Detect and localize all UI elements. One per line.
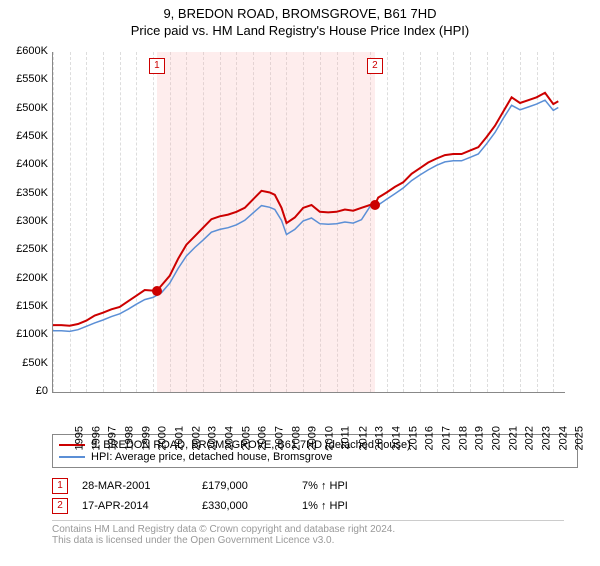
x-axis-label: 2015 xyxy=(407,426,419,450)
y-axis-label: £0 xyxy=(0,385,48,397)
x-axis-label: 2014 xyxy=(390,426,402,450)
sale-dot xyxy=(152,286,162,296)
x-axis-label: 2021 xyxy=(507,426,519,450)
y-axis-label: £250K xyxy=(0,243,48,255)
y-axis-label: £450K xyxy=(0,130,48,142)
y-axis-label: £500K xyxy=(0,102,48,114)
y-axis-label: £350K xyxy=(0,187,48,199)
x-axis-label: 2002 xyxy=(190,426,202,450)
footer-line2: This data is licensed under the Open Gov… xyxy=(52,535,564,546)
x-axis-label: 1998 xyxy=(124,426,136,450)
x-axis-label: 2004 xyxy=(224,426,236,450)
x-axis-label: 2018 xyxy=(457,426,469,450)
x-axis-label: 2022 xyxy=(524,426,536,450)
sale-marker: 1 xyxy=(149,58,165,74)
x-axis-label: 2011 xyxy=(339,426,351,450)
sale-number: 1 xyxy=(52,478,68,494)
sale-diff: 7% ↑ HPI xyxy=(302,480,348,492)
legend-item: HPI: Average price, detached house, Brom… xyxy=(59,451,571,463)
y-axis-label: £600K xyxy=(0,45,48,57)
sale-price: £330,000 xyxy=(202,500,302,512)
x-axis-label: 2001 xyxy=(174,426,186,450)
x-axis-label: 2000 xyxy=(157,426,169,450)
x-axis-label: 2017 xyxy=(440,426,452,450)
y-axis-label: £550K xyxy=(0,73,48,85)
sale-number: 2 xyxy=(52,498,68,514)
sale-date: 28-MAR-2001 xyxy=(82,480,202,492)
x-axis-label: 1995 xyxy=(73,426,85,450)
x-axis-label: 2012 xyxy=(357,426,369,450)
sales-annotations: 1 28-MAR-2001£179,0007% ↑ HPI 2 17-APR-2014… xyxy=(52,474,564,514)
sale-marker: 2 xyxy=(367,58,383,74)
y-axis-label: £300K xyxy=(0,215,48,227)
x-axis-label: 2023 xyxy=(540,426,552,450)
sale-annotation-row: 1 28-MAR-2001£179,0007% ↑ HPI xyxy=(52,478,564,494)
y-axis-label: £100K xyxy=(0,328,48,340)
x-axis-label: 2013 xyxy=(374,426,386,450)
x-axis-label: 2008 xyxy=(290,426,302,450)
sale-dot xyxy=(370,200,380,210)
legend-label: HPI: Average price, detached house, Brom… xyxy=(91,451,332,463)
x-axis-label: 2007 xyxy=(274,426,286,450)
x-axis-label: 1999 xyxy=(140,426,152,450)
y-axis-label: £50K xyxy=(0,357,48,369)
x-axis-label: 2019 xyxy=(474,426,486,450)
x-axis-label: 2010 xyxy=(324,426,336,450)
price-chart: 12 xyxy=(52,52,565,393)
sale-annotation-row: 2 17-APR-2014£330,0001% ↑ HPI xyxy=(52,498,564,514)
legend-swatch xyxy=(59,456,85,458)
page-title: 9, BREDON ROAD, BROMSGROVE, B61 7HD xyxy=(0,6,600,21)
footer-line1: Contains HM Land Registry data © Crown c… xyxy=(52,524,564,535)
x-axis-label: 2009 xyxy=(307,426,319,450)
x-axis-label: 2020 xyxy=(490,426,502,450)
y-axis-label: £400K xyxy=(0,158,48,170)
x-axis-label: 2006 xyxy=(257,426,269,450)
sale-diff: 1% ↑ HPI xyxy=(302,500,348,512)
footer-note: Contains HM Land Registry data © Crown c… xyxy=(52,520,564,546)
x-axis-label: 2016 xyxy=(424,426,436,450)
series-line xyxy=(53,93,558,326)
y-axis-label: £200K xyxy=(0,272,48,284)
x-axis-label: 2005 xyxy=(240,426,252,450)
page-subtitle: Price paid vs. HM Land Registry's House … xyxy=(0,23,600,38)
sale-price: £179,000 xyxy=(202,480,302,492)
x-axis-label: 1996 xyxy=(90,426,102,450)
sale-date: 17-APR-2014 xyxy=(82,500,202,512)
series-line xyxy=(53,100,558,331)
x-axis-label: 2024 xyxy=(557,426,569,450)
x-axis-label: 1997 xyxy=(107,426,119,450)
y-axis-label: £150K xyxy=(0,300,48,312)
x-axis-label: 2025 xyxy=(574,426,586,450)
x-axis-label: 2003 xyxy=(207,426,219,450)
